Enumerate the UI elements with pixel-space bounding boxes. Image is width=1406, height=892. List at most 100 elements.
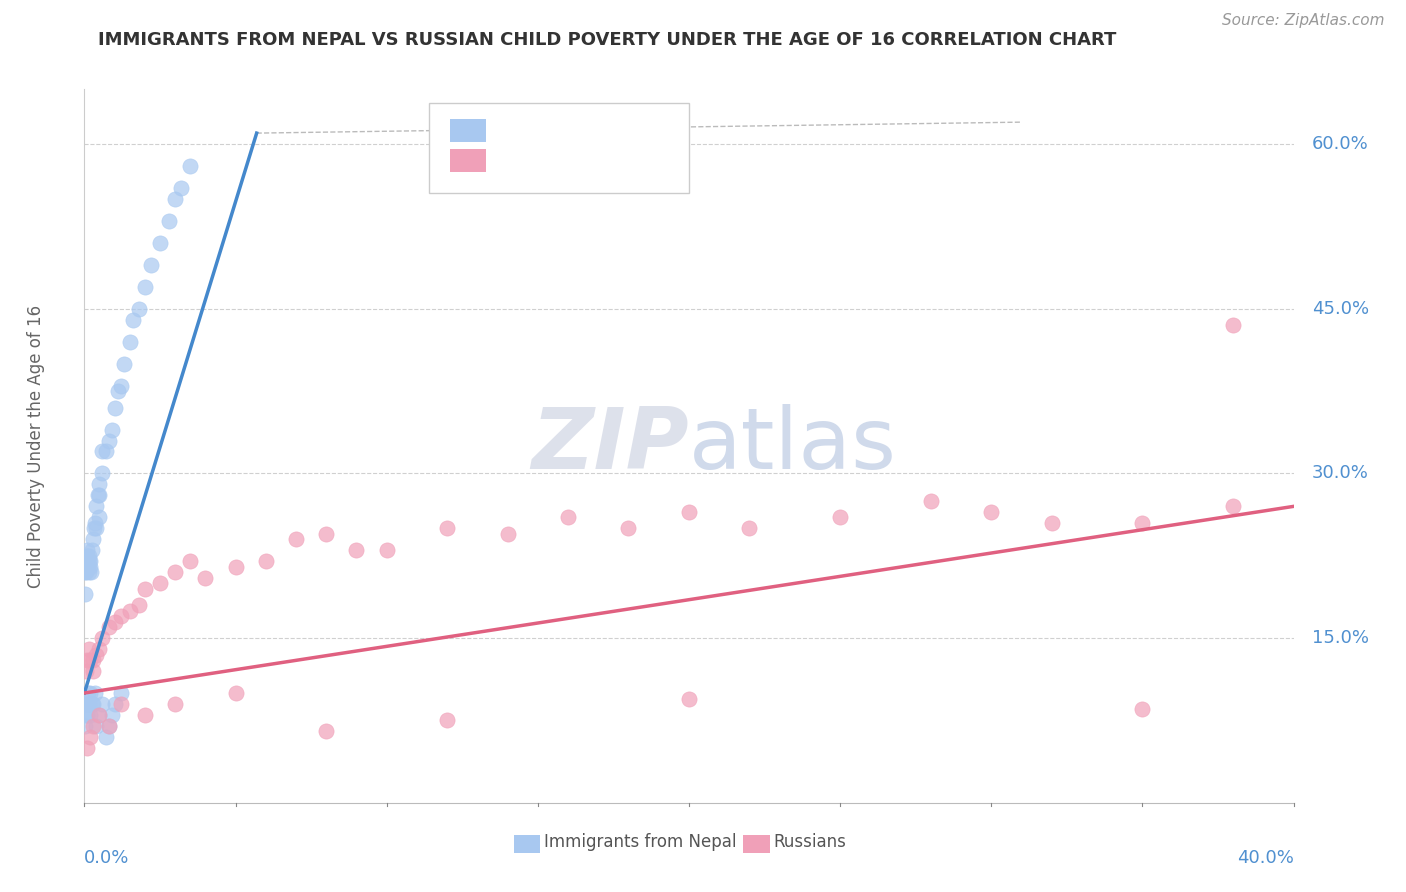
Point xyxy=(346,543,368,558)
Point xyxy=(76,543,98,558)
Point xyxy=(82,653,104,667)
Point xyxy=(738,521,761,535)
Text: Immigrants from Nepal: Immigrants from Nepal xyxy=(544,833,737,851)
Point xyxy=(110,378,132,392)
Point xyxy=(89,642,111,657)
Point xyxy=(134,582,156,596)
Point xyxy=(149,576,172,591)
Point xyxy=(79,686,101,700)
Point xyxy=(84,516,107,530)
Point xyxy=(436,714,458,728)
Point xyxy=(80,566,103,580)
Point xyxy=(94,444,117,458)
Point xyxy=(76,653,98,667)
Point xyxy=(97,719,120,733)
Point xyxy=(375,543,398,558)
Point xyxy=(82,719,104,733)
Point xyxy=(89,477,111,491)
Point xyxy=(118,604,141,618)
Text: 15.0%: 15.0% xyxy=(1312,629,1368,647)
Text: 30.0%: 30.0% xyxy=(1312,465,1368,483)
Point xyxy=(91,697,114,711)
Point xyxy=(100,708,122,723)
Point xyxy=(678,691,700,706)
Text: 40.0%: 40.0% xyxy=(1237,849,1294,867)
Text: Child Poverty Under the Age of 16: Child Poverty Under the Age of 16 xyxy=(27,304,45,588)
Point xyxy=(86,500,108,514)
Text: 60.0%: 60.0% xyxy=(1312,135,1368,153)
Point xyxy=(83,521,105,535)
Point xyxy=(89,708,111,723)
Point xyxy=(76,554,98,568)
Bar xyxy=(513,835,540,853)
Point xyxy=(110,697,132,711)
Point xyxy=(1130,516,1153,530)
Point xyxy=(77,549,100,563)
Point xyxy=(165,192,187,206)
Point xyxy=(617,521,640,535)
Point xyxy=(170,181,193,195)
Point xyxy=(77,559,100,574)
Point xyxy=(77,642,100,657)
Point xyxy=(86,648,108,662)
Point xyxy=(97,434,120,448)
Point xyxy=(225,686,247,700)
Point xyxy=(73,587,96,601)
Text: 45.0%: 45.0% xyxy=(1312,300,1369,318)
Point xyxy=(97,719,120,733)
Point xyxy=(80,697,103,711)
Point xyxy=(89,708,111,723)
Point xyxy=(91,467,114,481)
Point xyxy=(128,301,150,316)
Point xyxy=(165,697,187,711)
Point xyxy=(121,312,143,326)
Point xyxy=(315,526,337,541)
Point xyxy=(75,719,97,733)
Point xyxy=(77,697,100,711)
Point xyxy=(118,334,141,349)
Text: R = 0.366: R = 0.366 xyxy=(498,152,596,169)
Point xyxy=(75,559,97,574)
Bar xyxy=(450,149,486,172)
Point xyxy=(82,664,104,678)
Point xyxy=(97,620,120,634)
Point xyxy=(89,488,111,502)
Point xyxy=(1222,500,1244,514)
Point xyxy=(104,615,127,629)
Point xyxy=(980,505,1002,519)
Text: IMMIGRANTS FROM NEPAL VS RUSSIAN CHILD POVERTY UNDER THE AGE OF 16 CORRELATION C: IMMIGRANTS FROM NEPAL VS RUSSIAN CHILD P… xyxy=(98,31,1116,49)
Point xyxy=(1040,516,1063,530)
Point xyxy=(75,708,97,723)
Point xyxy=(79,559,101,574)
Point xyxy=(84,686,107,700)
Point xyxy=(165,566,187,580)
Point xyxy=(920,494,942,508)
Text: R = 0.504: R = 0.504 xyxy=(498,121,596,139)
Point xyxy=(76,708,98,723)
Point xyxy=(557,510,579,524)
Point xyxy=(107,384,129,398)
Point xyxy=(179,159,201,173)
Point xyxy=(134,708,156,723)
Point xyxy=(82,697,104,711)
Point xyxy=(134,280,156,294)
Point xyxy=(225,559,247,574)
Point xyxy=(77,566,100,580)
Point xyxy=(75,554,97,568)
Point xyxy=(496,526,519,541)
Point xyxy=(77,554,100,568)
Point xyxy=(112,357,135,371)
Text: atlas: atlas xyxy=(689,404,897,488)
Point xyxy=(830,510,852,524)
Point xyxy=(76,697,98,711)
Text: ZIP: ZIP xyxy=(531,404,689,488)
Point xyxy=(75,566,97,580)
Point xyxy=(194,571,217,585)
Text: N = 51: N = 51 xyxy=(600,152,668,169)
Point xyxy=(79,554,101,568)
Point xyxy=(100,423,122,437)
Text: N = 65: N = 65 xyxy=(600,121,668,139)
Point xyxy=(436,521,458,535)
Point xyxy=(75,664,97,678)
Point xyxy=(139,258,162,272)
